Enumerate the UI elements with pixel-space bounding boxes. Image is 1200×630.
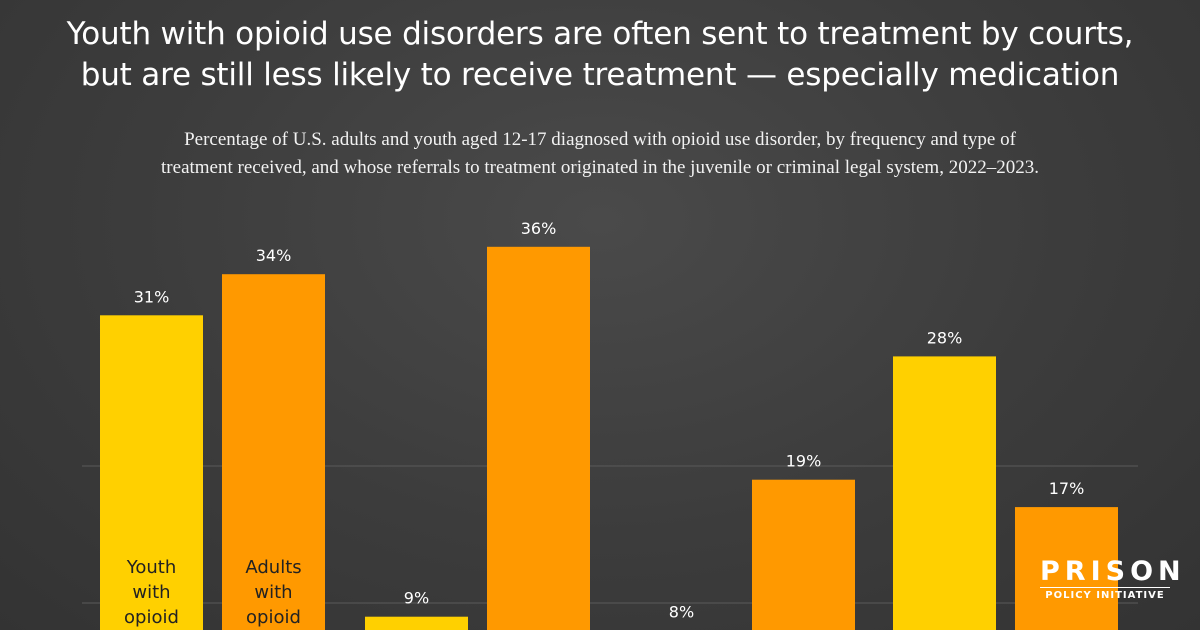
data-label-youth-group-3: 8% bbox=[669, 602, 694, 621]
bar-adults-group-2 bbox=[487, 246, 590, 630]
chart-subtitle-line-1: Percentage of U.S. adults and youth aged… bbox=[184, 129, 1016, 150]
chart-title: Youth with opioid use disorders are ofte… bbox=[0, 14, 1200, 96]
in-bar-label-youth-3: opioid bbox=[124, 607, 179, 628]
logo-sub-text: POLICY INITIATIVE bbox=[1040, 587, 1170, 603]
in-bar-label-youth-1: Youth bbox=[126, 557, 177, 578]
bar-adults-group-3 bbox=[752, 479, 855, 630]
data-label-youth-group-2: 9% bbox=[404, 589, 429, 608]
chart-title-line-2: but are still less likely to receive tre… bbox=[80, 57, 1120, 93]
chart-subtitle: Percentage of U.S. adults and youth aged… bbox=[30, 126, 1170, 182]
chart-subtitle-line-2: treatment received, and whose referrals … bbox=[161, 157, 1039, 178]
data-label-youth-group-1: 31% bbox=[134, 287, 170, 306]
data-label-youth-group-4: 28% bbox=[927, 328, 963, 347]
bar-youth-group-4 bbox=[893, 356, 996, 630]
in-bar-label-adults-2: with bbox=[254, 582, 292, 603]
chart-title-line-1: Youth with opioid use disorders are ofte… bbox=[66, 16, 1134, 52]
bar-layer bbox=[100, 246, 1118, 630]
bar-youth-group-1 bbox=[100, 315, 203, 630]
logo-main-text: PRISON bbox=[1040, 556, 1186, 587]
data-label-adults-group-4: 17% bbox=[1049, 479, 1085, 498]
label-layer: 31% 9% 8% 28% 34% 36% 19% 17% Youth with opioid Adu… bbox=[124, 219, 1084, 628]
prison-policy-initiative-logo: PRISON POLICY INITIATIVE bbox=[1040, 556, 1186, 603]
in-bar-label-youth-2: with bbox=[132, 582, 170, 603]
bar-youth-group-2 bbox=[365, 616, 468, 630]
data-label-adults-group-2: 36% bbox=[521, 219, 557, 238]
in-bar-label-adults-3: opioid bbox=[246, 607, 301, 628]
bar-adults-group-4 bbox=[1015, 507, 1118, 630]
data-label-adults-group-3: 19% bbox=[786, 452, 822, 471]
bar-adults-group-1 bbox=[222, 274, 325, 630]
data-label-adults-group-1: 34% bbox=[256, 246, 292, 265]
in-bar-label-adults-1: Adults bbox=[245, 557, 301, 578]
